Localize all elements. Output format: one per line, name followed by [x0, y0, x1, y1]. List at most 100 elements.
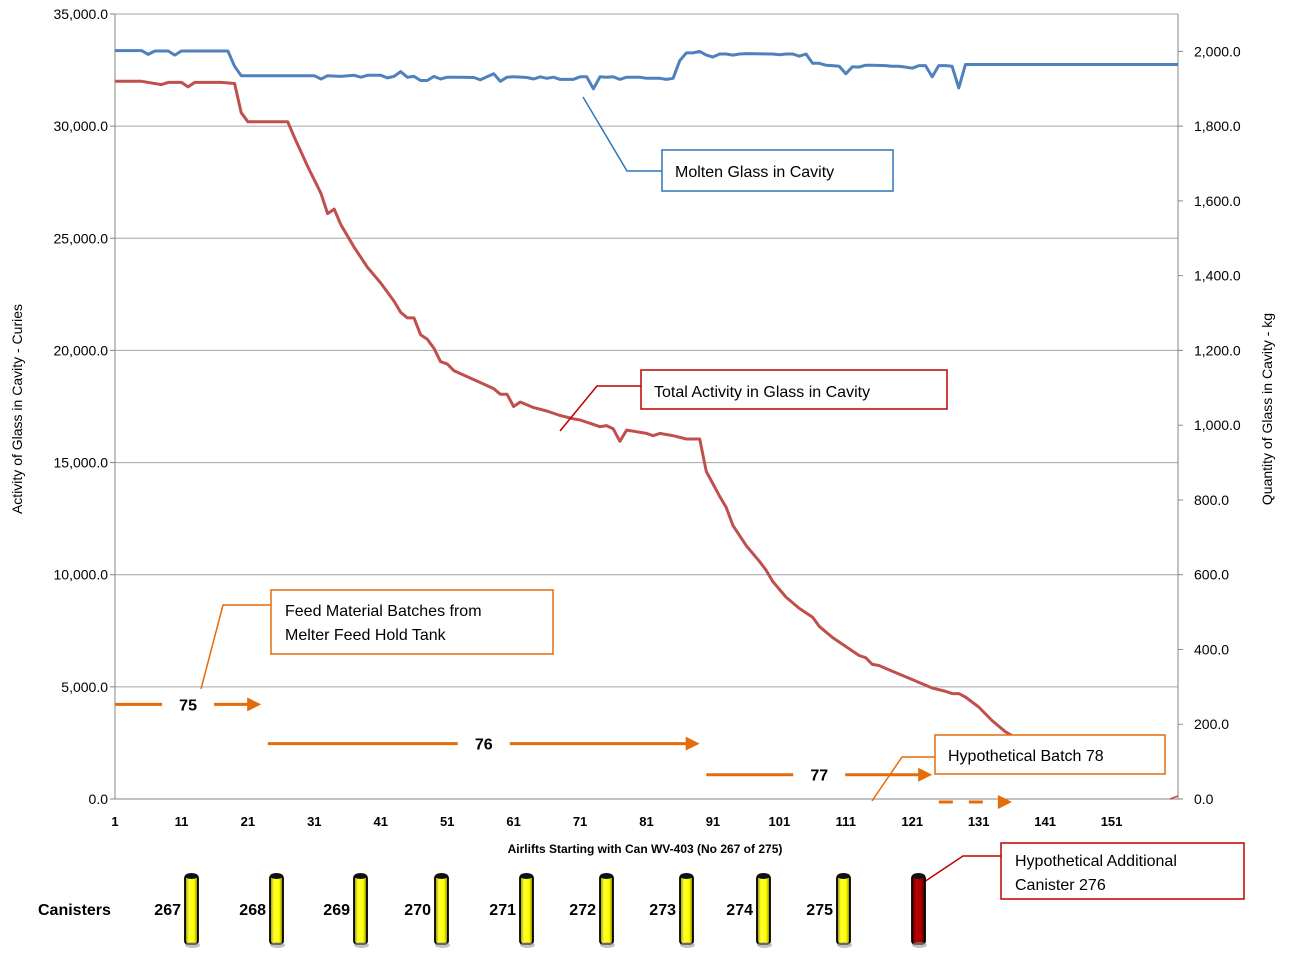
x-axis-title: Airlifts Starting with Can WV-403 (No 26… — [508, 842, 783, 856]
x-tick-label: 1 — [111, 814, 118, 829]
batch-arrowhead — [247, 697, 262, 712]
canister-272: 272 — [569, 873, 615, 948]
batch-label: 77 — [810, 768, 828, 785]
y-tick-label: 20,000.0 — [54, 342, 109, 358]
canister-shadow — [837, 942, 852, 948]
callout-hypothetical-batch-text: Hypothetical Batch 78 — [948, 748, 1104, 765]
canister-275: 275 — [806, 873, 852, 948]
x-tick-label: 151 — [1101, 814, 1123, 829]
canister-top — [185, 873, 198, 879]
canister-top — [680, 873, 693, 879]
x-tick-labels: 1 11 21 31 41 51 61 71 81 91 101 111 121 131 141 151 — [111, 814, 1122, 829]
canister-body — [269, 874, 284, 945]
canister-top — [435, 873, 448, 879]
batch-arrows: 75 76 77 — [115, 697, 1012, 809]
canister-top — [270, 873, 283, 879]
canister-274: 274 — [726, 873, 772, 948]
canister-body — [353, 874, 368, 945]
y2-tick-label: 200.0 — [1194, 716, 1229, 732]
x-tick-label: 71 — [573, 814, 587, 829]
y2-tick-label: 800.0 — [1194, 492, 1229, 508]
canister-shadow — [680, 942, 695, 948]
callout-total-activity-leader — [559, 385, 641, 432]
batch-arrow-77: 77 — [706, 767, 933, 785]
x-tick-label: 11 — [175, 814, 189, 829]
canister-number: 268 — [239, 902, 266, 919]
canister-268: 268 — [239, 873, 285, 948]
canister-shadow — [354, 942, 369, 948]
canister-body — [519, 874, 534, 945]
canister-shadow — [757, 942, 772, 948]
y-tick-label: 10,000.0 — [54, 567, 109, 583]
canister-body — [836, 874, 851, 945]
canister-top — [600, 873, 613, 879]
y2-tick-label: 400.0 — [1194, 641, 1229, 657]
callout-molten-glass: Molten Glass in Cavity — [582, 96, 894, 192]
canister-shadow — [600, 942, 615, 948]
y2-tick-labels: 0.0 200.0 400.0 600.0 800.0 1,000.0 1,200.0 1,4… — [1194, 43, 1241, 807]
series-lines — [115, 49, 1179, 800]
y-tick-label: 0.0 — [89, 791, 109, 807]
y-axis-title: Activity of Glass in Cavity - Curies — [9, 304, 25, 514]
y2-tick-label: 1,800.0 — [1194, 118, 1241, 134]
series-total-activity-line — [115, 79, 1040, 753]
x-tick-label: 121 — [901, 814, 923, 829]
canister-body — [434, 874, 449, 945]
canister-body — [911, 874, 926, 945]
callout-hypothetical-canister-box — [1000, 842, 1245, 900]
x-tick-label: 51 — [440, 814, 454, 829]
canisters: 267 268 269 270 271 272 273 274 275 — [154, 873, 927, 948]
callout-total-activity-box — [640, 369, 948, 410]
canister-number: 270 — [404, 902, 431, 919]
canister-top — [757, 873, 770, 879]
y-tick-label: 15,000.0 — [54, 455, 109, 471]
y2-tick-label: 1,000.0 — [1194, 417, 1241, 433]
callout-hypothetical-batch-leader — [871, 756, 935, 802]
canister-number: 274 — [726, 902, 753, 919]
canister-number: 271 — [489, 902, 516, 919]
canister-273: 273 — [649, 873, 695, 948]
canister-body — [184, 874, 199, 945]
canister-shadow — [185, 942, 200, 948]
batch-arrowhead — [685, 736, 700, 751]
batch-label: 75 — [179, 697, 197, 714]
batch-label: 76 — [475, 737, 493, 754]
x-tick-label: 31 — [307, 814, 321, 829]
canister-shadow — [912, 942, 927, 948]
x-tick-label: 111 — [836, 814, 856, 829]
x-tick-label: 131 — [968, 814, 990, 829]
x-tick-label: 21 — [241, 814, 255, 829]
callout-molten-glass-text: Molten Glass in Cavity — [675, 164, 834, 181]
canister-shadow — [435, 942, 450, 948]
x-tick-label: 141 — [1034, 814, 1056, 829]
canister-267: 267 — [154, 873, 200, 948]
callout-feed-batches: Feed Material Batches from Melter Feed H… — [200, 589, 554, 690]
canister-body — [679, 874, 694, 945]
y-tick-labels: 0.0 5,000.0 10,000.0 15,000.0 20,000.0 25,000… — [54, 6, 109, 807]
batch-arrowhead — [997, 794, 1012, 809]
canisters-label: Canisters — [38, 902, 111, 919]
canister-number: 269 — [323, 902, 350, 919]
canister-top — [837, 873, 850, 879]
gridlines — [115, 13, 1178, 688]
callout-feed-batches-box — [270, 589, 554, 655]
y2-tick-label: 0.0 — [1194, 791, 1214, 807]
y2-tick-label: 1,200.0 — [1194, 342, 1241, 358]
batch-arrow-hypothetical — [938, 794, 1012, 809]
canister-hypothetical — [911, 873, 927, 948]
y2-tick-label: 2,000.0 — [1194, 43, 1241, 59]
canister-271: 271 — [489, 873, 535, 948]
callout-hypothetical-canister-leader — [920, 855, 1001, 885]
canister-number: 267 — [154, 902, 181, 919]
x-tick-label: 101 — [769, 814, 791, 829]
canister-shadow — [520, 942, 535, 948]
series-molten-glass-line — [115, 49, 1178, 91]
x-tick-label: 81 — [639, 814, 653, 829]
canister-top — [912, 873, 925, 879]
y2-tick-label: 600.0 — [1194, 567, 1229, 583]
canister-269: 269 — [323, 873, 369, 948]
callout-hypothetical-batch-box — [934, 734, 1166, 775]
batch-arrowhead — [918, 767, 933, 782]
x-tick-label: 41 — [374, 814, 388, 829]
